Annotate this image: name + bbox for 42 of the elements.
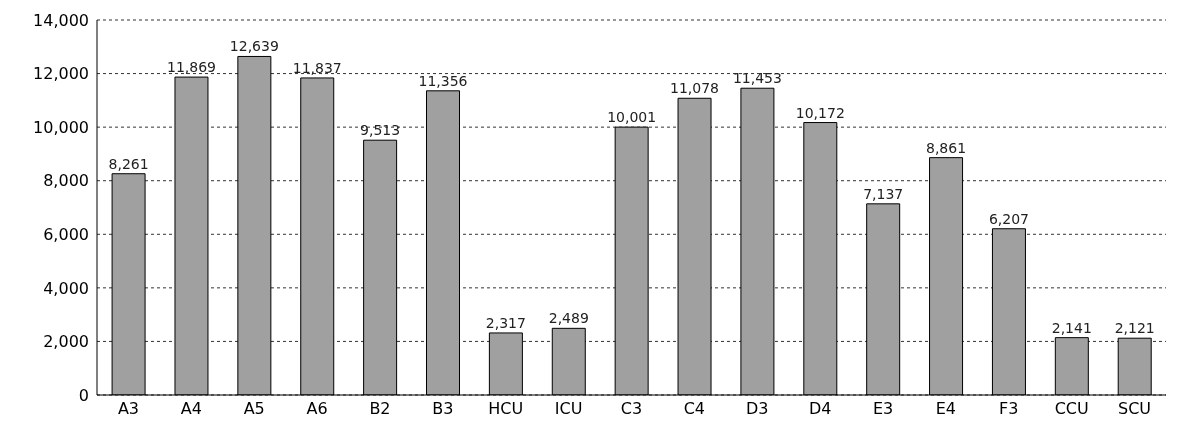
x-tick-label: CCU	[1054, 399, 1089, 419]
x-tick-label: A6	[306, 399, 328, 419]
x-tick-label: B2	[369, 399, 391, 419]
x-tick-label: C3	[620, 399, 643, 419]
x-tick-label: E4	[935, 399, 957, 419]
x-tick-label: B3	[432, 399, 454, 419]
data-label: 11,356	[418, 72, 468, 89]
x-tick-label: D3	[746, 399, 769, 419]
data-label: 12,639	[229, 38, 279, 55]
x-tick-label: F3	[999, 399, 1019, 419]
data-label: 2,317	[485, 314, 526, 331]
x-tick-label: D4	[808, 399, 832, 419]
data-label: 8,261	[108, 155, 149, 172]
y-tick-label: 12,000	[33, 64, 89, 84]
data-label: 10,001	[607, 109, 657, 126]
data-label: 2,141	[1051, 319, 1092, 336]
y-tick-label: 2,000	[43, 332, 89, 352]
y-tick-label: 8,000	[43, 171, 89, 191]
data-label: 7,137	[863, 185, 904, 202]
data-label: 2,489	[548, 310, 589, 327]
data-label: 11,078	[670, 80, 720, 97]
data-label: 11,453	[732, 70, 782, 87]
y-tick-label: 14,000	[33, 10, 89, 30]
data-label: 11,869	[166, 59, 216, 76]
data-label: 6,207	[988, 210, 1029, 227]
x-tick-label: ICU	[554, 399, 583, 419]
data-label: 11,837	[292, 59, 342, 76]
y-tick-label: 10,000	[33, 117, 89, 137]
x-tick-label: SCU	[1118, 399, 1152, 419]
x-tick-label: A5	[243, 399, 265, 419]
data-label: 8,861	[926, 139, 967, 156]
x-tick-label: A4	[180, 399, 202, 419]
x-tick-label: HCU	[488, 399, 524, 419]
x-tick-label: C4	[683, 399, 706, 419]
data-label: 10,172	[795, 104, 845, 121]
x-tick-label: A3	[117, 399, 139, 419]
y-tick-label: 6,000	[43, 224, 89, 244]
y-tick-label: 0	[78, 385, 89, 405]
y-tick-label: 4,000	[43, 278, 89, 298]
x-tick-label: E3	[872, 399, 894, 419]
data-label: 2,121	[1114, 320, 1155, 337]
data-label: 9,513	[360, 122, 401, 139]
